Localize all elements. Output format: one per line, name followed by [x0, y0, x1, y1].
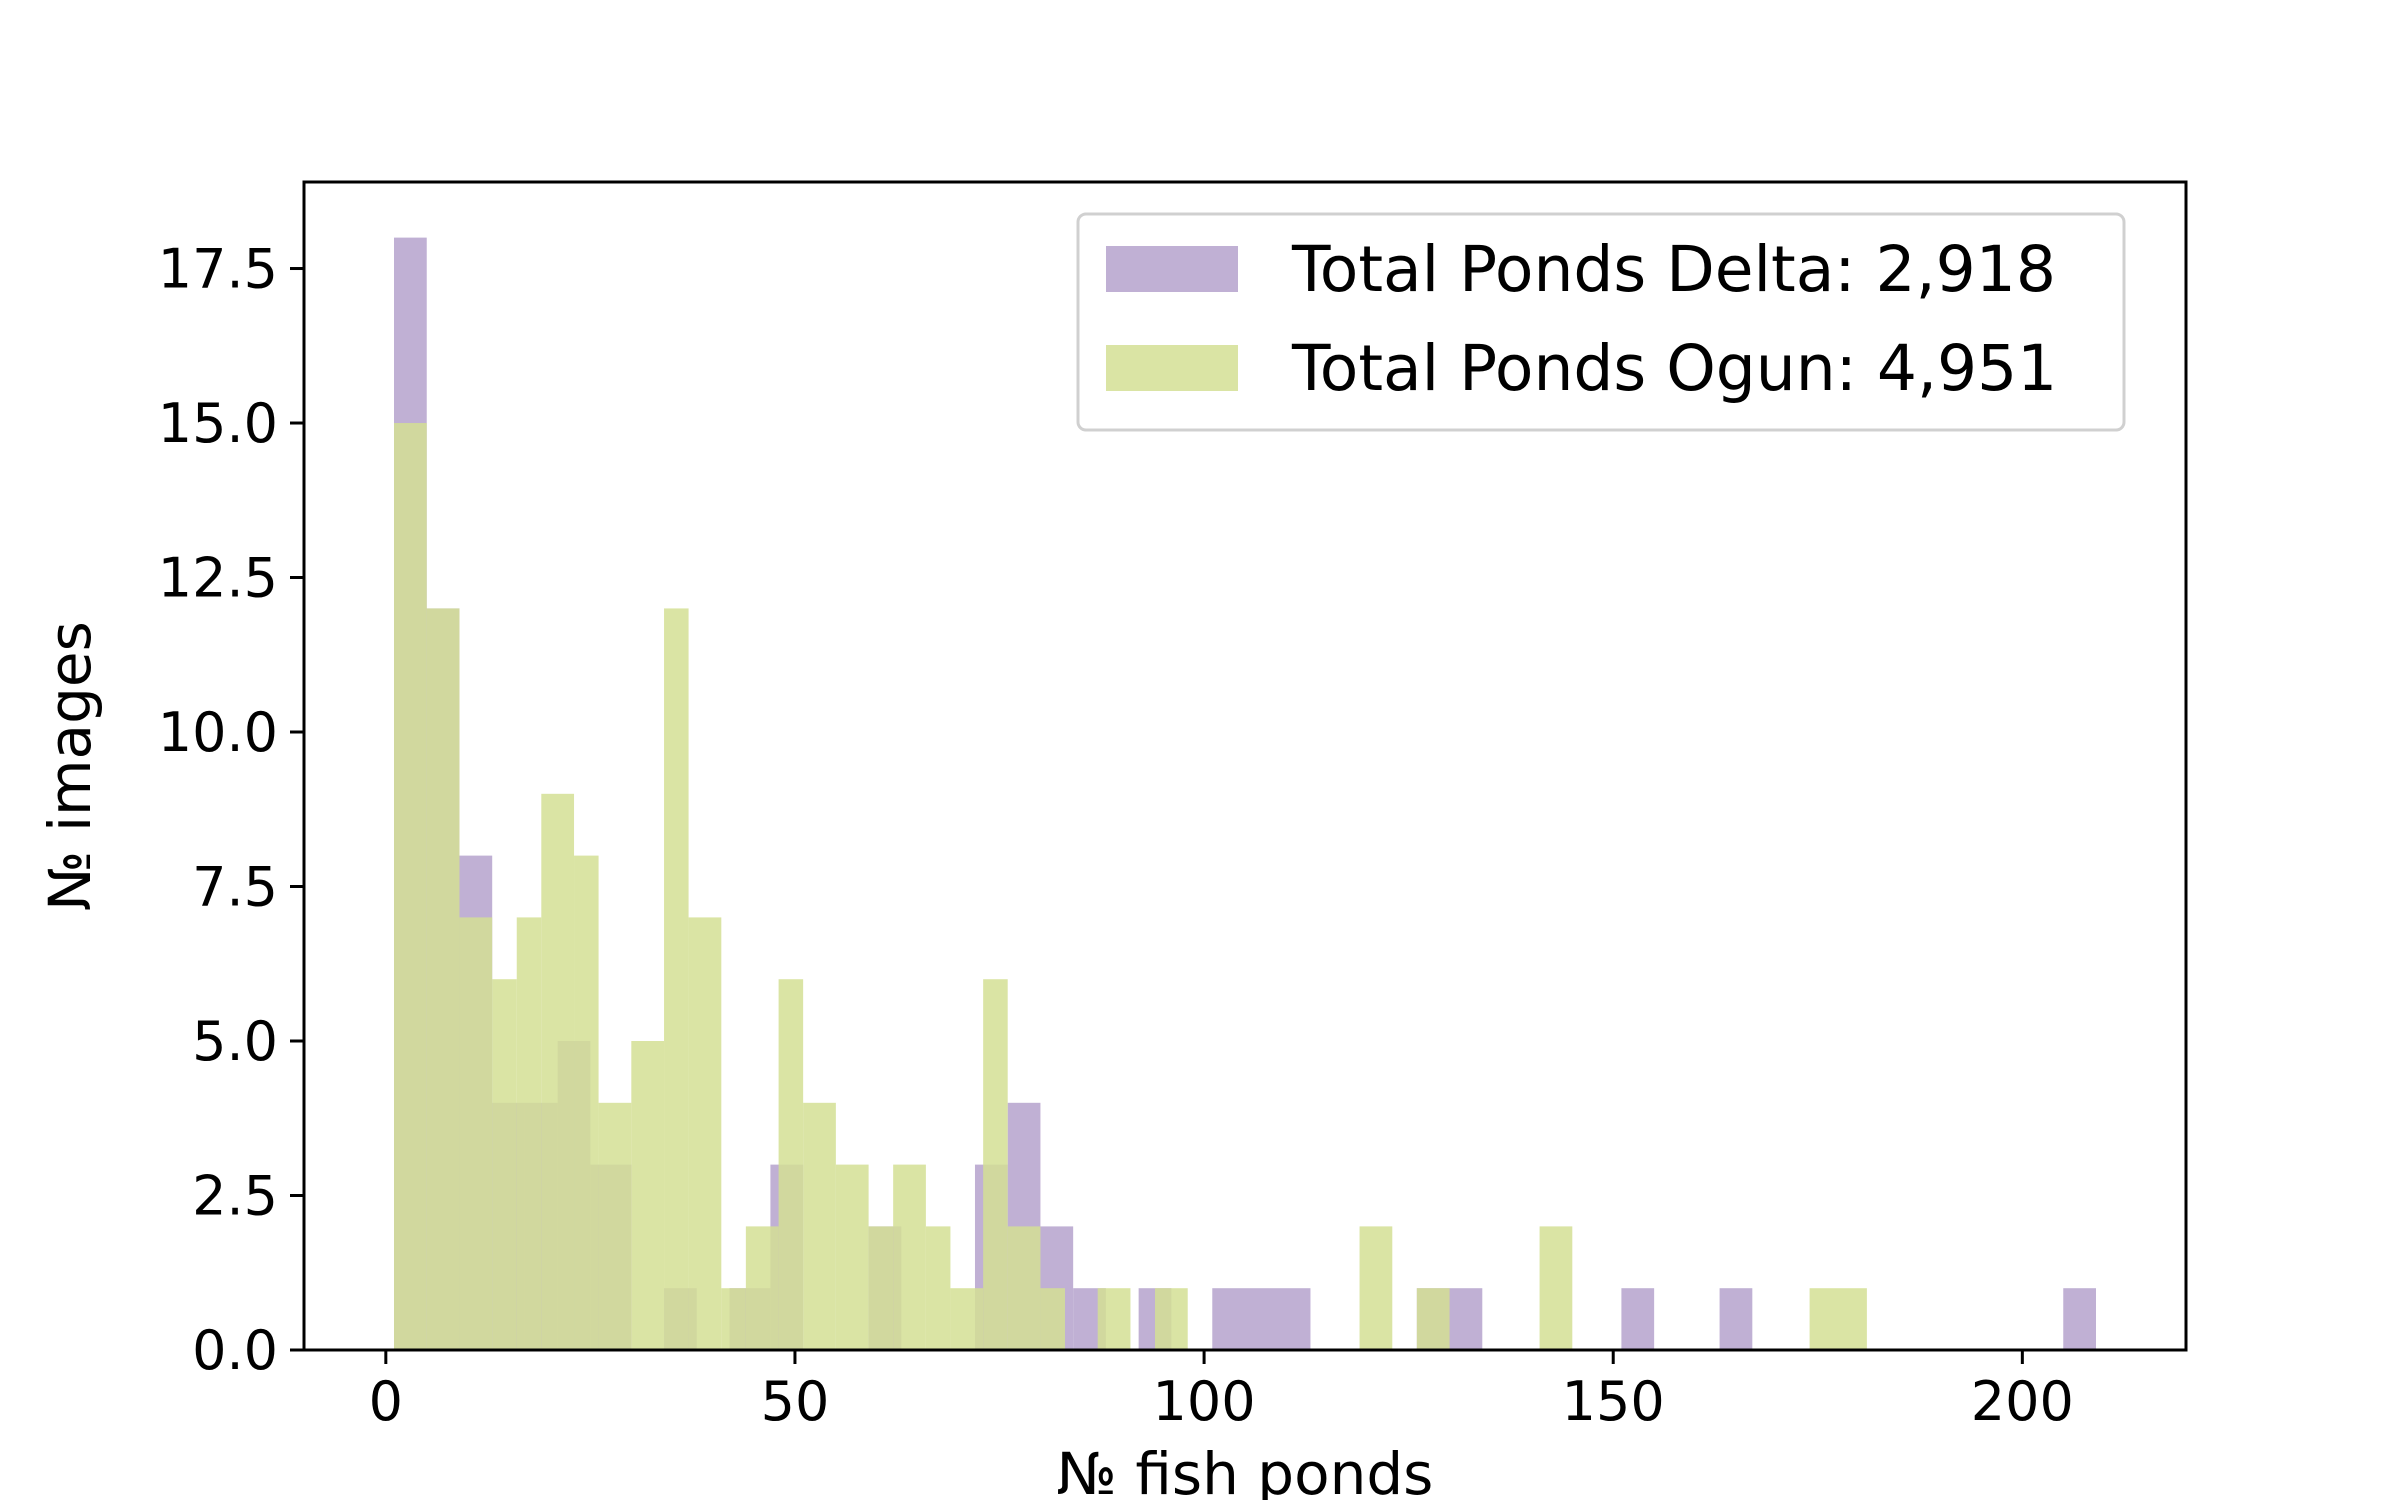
bar-series-0-bin-20: [2063, 1288, 2096, 1350]
x-axis-ticks: 0 50 100 150 200: [369, 1350, 2074, 1433]
bar-series-1-bin-1: [426, 608, 460, 1350]
bar-series-1-bin-11: [721, 1288, 746, 1350]
y-tick-label: 7.5: [192, 856, 278, 919]
bar-series-1-bin-7: [598, 1102, 632, 1350]
y-tick-label: 2.5: [192, 1165, 278, 1228]
legend: Total Ponds Delta: 2,918 Total Ponds Ogu…: [1076, 212, 2126, 432]
bar-series-1-bin-9: [664, 608, 689, 1350]
y-tick-label: 5.0: [192, 1010, 278, 1073]
y-tick-label: 10.0: [158, 701, 278, 764]
bar-series-1-bin-25: [1359, 1226, 1393, 1350]
bar-series-1-bin-12: [745, 1226, 779, 1350]
bar-series-1-bin-15: [835, 1164, 869, 1350]
y-axis-ticks: 0.0 2.5 5.0 7.5 10.0 12.5 15.0 17.5: [158, 238, 304, 1382]
bar-series-1-bin-22: [1040, 1288, 1065, 1350]
x-tick-label: 200: [1971, 1370, 2074, 1433]
histogram-bars: [394, 237, 2096, 1351]
y-tick-label: 15.0: [158, 392, 278, 455]
x-axis-label: № fish ponds: [1057, 1440, 1434, 1500]
bar-series-1-bin-20: [983, 979, 1008, 1350]
x-tick-label: 0: [369, 1370, 403, 1433]
x-tick-label: 50: [761, 1370, 830, 1433]
bar-series-1-bin-8: [631, 1041, 665, 1350]
y-axis-label: № images: [36, 621, 104, 911]
legend-box: [1076, 212, 2126, 432]
bar-series-1-bin-0: [394, 423, 427, 1350]
legend-swatch-ogun: [1106, 345, 1238, 391]
bar-series-0-bin-19: [1719, 1288, 1753, 1350]
bar-series-1-bin-14: [803, 1102, 836, 1350]
y-tick-label: 0.0: [192, 1319, 278, 1382]
plot-frame: [302, 180, 2188, 1352]
bar-series-1-bin-28: [1809, 1288, 1867, 1350]
bar-series-1-bin-5: [541, 793, 575, 1350]
bar-series-1-bin-4: [516, 917, 542, 1350]
bar-series-1-bin-16: [868, 1226, 894, 1350]
bar-series-1-bin-3: [492, 979, 517, 1350]
y-tick-label: 12.5: [158, 547, 278, 610]
bar-series-1-bin-17: [893, 1164, 926, 1350]
bar-series-1-bin-6: [574, 855, 599, 1350]
bar-series-1-bin-18: [925, 1226, 951, 1350]
bar-series-1-bin-2: [459, 917, 493, 1350]
bar-series-1-bin-21: [1007, 1226, 1041, 1350]
legend-label-delta: Total Ponds Delta: 2,918: [1291, 233, 2056, 306]
bar-series-0-bin-16: [1212, 1288, 1311, 1350]
bar-series-0-bin-18: [1621, 1288, 1655, 1350]
bar-series-1-bin-23: [1097, 1288, 1131, 1350]
bar-series-1-bin-13: [778, 979, 804, 1350]
x-tick-label: 100: [1153, 1370, 1256, 1433]
bar-series-1-bin-27: [1539, 1226, 1573, 1350]
legend-swatch-delta: [1106, 246, 1238, 292]
bar-series-1-bin-10: [688, 917, 722, 1350]
bar-series-1-bin-19: [950, 1288, 984, 1350]
bar-series-1-bin-26: [1416, 1288, 1450, 1350]
legend-label-ogun: Total Ponds Ogun: 4,951: [1291, 332, 2057, 405]
y-tick-label: 17.5: [158, 238, 278, 301]
bar-series-1-bin-24: [1154, 1288, 1188, 1350]
x-tick-label: 150: [1562, 1370, 1665, 1433]
